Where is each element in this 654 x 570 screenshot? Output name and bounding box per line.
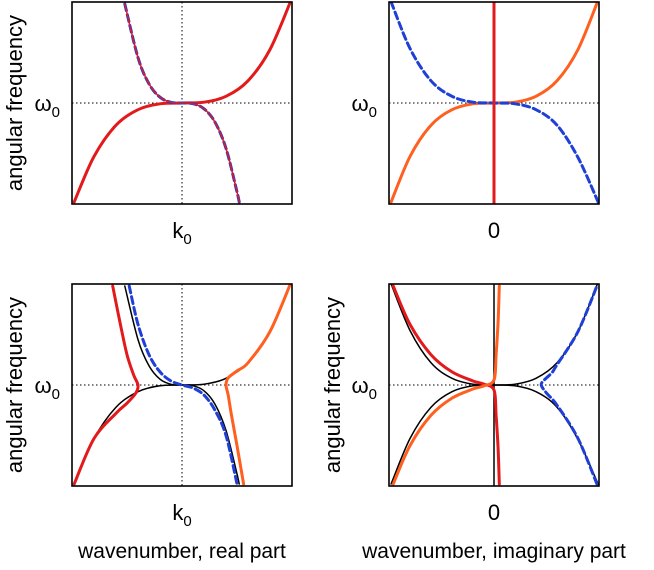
- plot-frame: [71, 283, 293, 487]
- plot-frame: [388, 1, 600, 205]
- series-line-0: [72, 2, 292, 204]
- panel-bottom-right: ω0 0 angular frequency wavenumber, imaginar…: [320, 283, 626, 563]
- y-axis-label: angular frequency: [2, 15, 27, 191]
- series-line-3: [224, 284, 292, 486]
- panel-bottom-left: ω0 k0 angular frequency wavenumber, real pa…: [2, 283, 293, 563]
- y-tick-label: ω0: [34, 373, 60, 403]
- x-axis-label: wavenumber, real part: [77, 540, 286, 563]
- series-line-0: [390, 284, 599, 485]
- y-axis-label: angular frequency: [320, 297, 345, 473]
- x-tick-label: 0: [488, 500, 500, 525]
- x-axis-label: wavenumber, imaginary part: [361, 540, 626, 563]
- series-line-5: [539, 284, 599, 486]
- series-line-2: [72, 284, 140, 486]
- panel-top-right: ω0 0: [351, 1, 600, 243]
- series-line-4: [391, 284, 501, 486]
- plot-frame: [71, 1, 293, 205]
- series-line-3: [391, 284, 501, 486]
- y-tick-label: ω0: [34, 91, 60, 121]
- x-tick-label: k0: [172, 500, 191, 530]
- y-tick-label: ω0: [351, 91, 377, 121]
- y-tick-label: ω0: [351, 373, 377, 403]
- series-line-4: [127, 284, 239, 486]
- y-axis-label: angular frequency: [2, 297, 27, 473]
- panel-top-left: ω0 k0 angular frequency: [2, 1, 293, 248]
- x-tick-label: k0: [172, 218, 191, 248]
- series-line-2: [124, 3, 240, 203]
- series-line-0: [73, 284, 292, 485]
- plot-frame: [388, 283, 600, 487]
- x-tick-label: 0: [488, 218, 500, 243]
